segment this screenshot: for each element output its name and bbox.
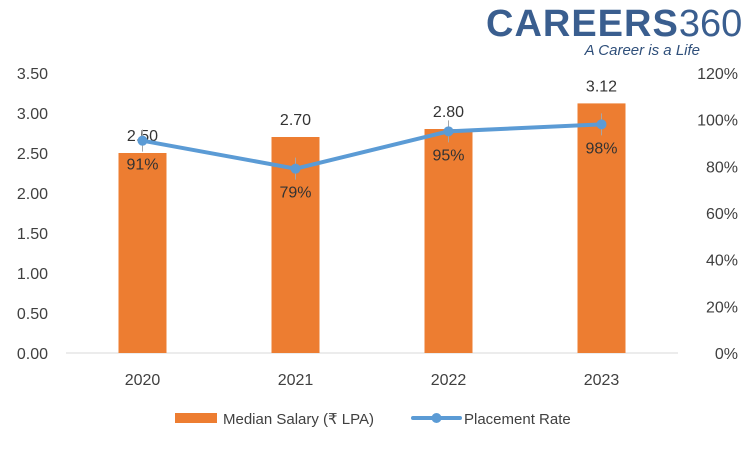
logo-wordmark: CAREERS360 (486, 4, 742, 44)
bar-data-label: 3.12 (586, 78, 617, 95)
y-right-tick-label: 120% (697, 66, 738, 83)
bar (118, 153, 167, 353)
line-point (596, 119, 607, 130)
bar (577, 103, 626, 354)
line-point (443, 126, 454, 137)
x-tick-label: 2021 (278, 372, 314, 389)
careers360-logo: CAREERS360 A Career is a Life (486, 4, 742, 64)
x-axis: 2020 2021 2022 2023 (125, 372, 620, 389)
y-right-tick-label: 100% (697, 113, 738, 130)
x-tick-label: 2022 (431, 372, 467, 389)
line-point (137, 135, 148, 146)
y-left-tick-label: 3.00 (17, 106, 48, 123)
bar-data-label: 2.80 (433, 104, 464, 121)
line-data-labels: 91% 79% 95% 98% (126, 140, 617, 201)
x-tick-label: 2023 (584, 372, 620, 389)
line-series (137, 113, 607, 180)
y-left-tick-label: 0.00 (17, 346, 48, 363)
legend-label-bar: Median Salary (₹ LPA) (223, 411, 374, 428)
y-right-tick-label: 0% (715, 346, 738, 363)
y-left-tick-label: 3.50 (17, 66, 48, 83)
line-data-label: 91% (126, 157, 158, 174)
legend-swatch-point (431, 413, 442, 423)
y-axis-right: 0% 20% 40% 60% 80% 100% 120% (697, 66, 738, 363)
bar-series (118, 103, 626, 354)
legend-label-line: Placement Rate (464, 411, 571, 428)
bar-data-label: 2.70 (280, 112, 311, 129)
line-data-label: 95% (432, 147, 464, 164)
logo-tagline: A Career is a Life (584, 42, 700, 59)
y-axis-left: 0.00 0.50 1.00 1.50 2.00 2.50 3.00 3.50 (17, 66, 48, 363)
y-right-tick-label: 40% (706, 253, 738, 270)
legend-swatch-bar (175, 413, 217, 423)
line-point (290, 163, 301, 174)
line-path (140, 122, 604, 171)
y-right-tick-label: 20% (706, 299, 738, 316)
line-data-label: 98% (585, 140, 617, 157)
y-left-tick-label: 1.00 (17, 266, 48, 283)
bar (424, 129, 473, 353)
y-right-tick-label: 80% (706, 159, 738, 176)
y-left-tick-label: 1.50 (17, 226, 48, 243)
y-left-tick-label: 2.50 (17, 146, 48, 163)
line-data-label: 79% (279, 185, 311, 202)
bar-data-labels: 2.502.702.803.12 (127, 78, 617, 145)
y-left-tick-label: 2.00 (17, 186, 48, 203)
y-left-tick-label: 0.50 (17, 306, 48, 323)
x-tick-label: 2020 (125, 372, 161, 389)
logo-number: 360 (678, 3, 743, 45)
y-right-tick-label: 60% (706, 206, 738, 223)
legend: Median Salary (₹ LPA) Placement Rate (175, 411, 571, 428)
logo-word: CAREERS (486, 3, 679, 45)
